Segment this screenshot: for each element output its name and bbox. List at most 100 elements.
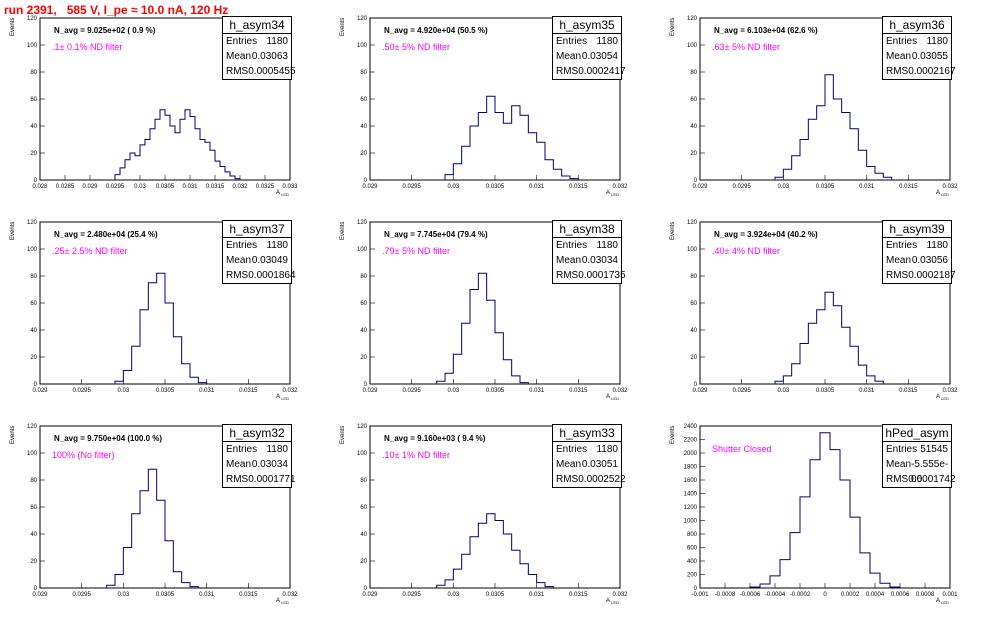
- stats-box: h_asym39 Entries 1180 Mean 0.03056 RMS 0.00021…: [882, 220, 956, 284]
- y-tick-label: 40: [690, 124, 697, 130]
- histogram-panel: -0.001 -0.0008 -0.0006 -0.0004 -0.0002 0 0.000…: [660, 424, 978, 626]
- histogram-series: [749, 432, 901, 588]
- stats-value: 1180: [596, 444, 618, 455]
- y-tick-label: 80: [690, 274, 697, 280]
- stats-row-entries: Entries 1180: [223, 34, 291, 49]
- x-tick-label: 0.0295: [402, 592, 421, 598]
- n-avg-label: N_avg = 3.924e+04 (40.2 %): [714, 230, 818, 239]
- x-tick-label: 0.03: [134, 184, 146, 190]
- y-tick-label: 60: [360, 301, 367, 307]
- x-tick-label: 0.031: [859, 388, 875, 394]
- x-tick-label: 0.031: [199, 388, 215, 394]
- x-tick-label: 0.032: [942, 388, 958, 394]
- x-tick-label: 0.03: [777, 184, 789, 190]
- x-tick-label: 0.0305: [816, 184, 835, 190]
- stats-row-entries: Entries 1180: [883, 34, 951, 49]
- filter-label: .50± 5% ND filter: [382, 42, 450, 52]
- y-axis-label: Events: [10, 221, 16, 240]
- stats-row-mean: Mean 0.03051: [553, 457, 621, 472]
- y-tick-label: 120: [357, 220, 368, 226]
- y-tick-label: 200: [687, 573, 698, 579]
- stats-row-mean: Mean 0.03034: [553, 253, 621, 268]
- y-tick-label: 0: [364, 382, 368, 388]
- stats-key: RMS: [226, 474, 249, 485]
- stats-box: h_asym32 Entries 1180 Mean 0.03034 RMS 0.00017…: [222, 424, 296, 488]
- y-tick-label: 80: [690, 70, 697, 76]
- x-tick-label: 0.029: [82, 184, 98, 190]
- x-tick-label: 0.03: [117, 592, 129, 598]
- stats-value: 0.03051: [581, 459, 618, 470]
- y-axis-label: Events: [670, 425, 676, 444]
- stats-row-entries: Entries 1180: [883, 238, 951, 253]
- histogram-series: [114, 272, 208, 384]
- stats-row-rms: RMS 0.0002522: [553, 472, 626, 487]
- stats-row-rms: RMS 0.0001864: [223, 268, 296, 283]
- stats-box: h_asym36 Entries 1180 Mean 0.03055 RMS 0.00021…: [882, 16, 956, 80]
- stats-value: 0.03034: [251, 459, 288, 470]
- x-tick-label: 0.0315: [899, 184, 918, 190]
- stats-key: Mean: [556, 459, 582, 470]
- histogram-panel: 0.029 0.0295 0.03 0.0305 0.031 0.0315 0.032 0 20…: [330, 16, 648, 218]
- y-tick-label: 100: [27, 43, 38, 49]
- x-tick-label: 0.0002: [841, 592, 860, 598]
- y-tick-label: 1400: [684, 492, 698, 498]
- y-tick-label: 120: [27, 16, 38, 22]
- stats-key: Entries: [886, 240, 918, 251]
- stats-key: Entries: [226, 240, 258, 251]
- stats-key: Mean: [226, 255, 252, 266]
- stats-value: 51545: [920, 444, 948, 455]
- stats-value: 1180: [266, 36, 288, 47]
- filter-label: .40± 4% ND filter: [712, 246, 780, 256]
- y-tick-label: 0: [34, 382, 38, 388]
- x-tick-label: 0.0315: [569, 388, 588, 394]
- filter-label: .79± 5% ND filter: [382, 246, 450, 256]
- histogram-panel: 0.029 0.0295 0.03 0.0305 0.031 0.0315 0.032 0 20…: [330, 424, 648, 626]
- x-tick-label: 0.0295: [402, 184, 421, 190]
- stats-box: h_asym37 Entries 1180 Mean 0.03049 RMS 0.00018…: [222, 220, 296, 284]
- stats-row-entries: Entries 1180: [223, 442, 291, 457]
- histogram-plot: 0.029 0.0295 0.03 0.0305 0.031 0.0315 0.032 0 20…: [357, 220, 628, 394]
- stats-value: 1180: [266, 240, 288, 251]
- x-tick-label: 0.028: [32, 184, 48, 190]
- stats-row-mean: Mean -5.555e-06: [883, 457, 951, 485]
- x-tick-label: -0.0008: [715, 592, 736, 598]
- stats-key: Mean: [886, 459, 912, 470]
- histogram-plot: 0.029 0.0295 0.03 0.0305 0.031 0.0315 0.032 0 20…: [357, 424, 628, 598]
- filter-label: 100% (No filter): [52, 450, 115, 460]
- y-tick-label: 60: [690, 301, 697, 307]
- x-tick-label: 0.0006: [891, 592, 910, 598]
- x-tick-label: 0.0004: [866, 592, 885, 598]
- histogram-panel: 0.029 0.0295 0.03 0.0305 0.031 0.0315 0.032 0 20…: [0, 220, 318, 422]
- y-tick-label: 0: [364, 586, 368, 592]
- stats-row-entries: Entries 1180: [223, 238, 291, 253]
- y-tick-label: 0: [694, 382, 698, 388]
- y-tick-label: 0: [34, 586, 38, 592]
- x-tick-label: 0.032: [282, 592, 298, 598]
- stats-row-mean: Mean 0.03055: [883, 49, 951, 64]
- x-tick-label: 0.0315: [569, 184, 588, 190]
- histogram-name: h_asym37: [223, 221, 291, 238]
- stats-value: 0.0001735: [578, 270, 626, 281]
- y-tick-label: 40: [360, 532, 367, 538]
- x-tick-label: 0.03: [447, 592, 459, 598]
- y-tick-label: 60: [360, 97, 367, 103]
- y-tick-label: 0: [34, 178, 38, 184]
- x-tick-label: 0.0295: [732, 388, 751, 394]
- histogram-panel: 0.029 0.0295 0.03 0.0305 0.031 0.0315 0.032 0 20…: [660, 16, 978, 218]
- stats-key: Mean: [556, 255, 582, 266]
- stats-value: 0.0001742: [908, 474, 956, 485]
- stats-key: RMS: [226, 66, 249, 77]
- y-tick-label: 80: [30, 70, 37, 76]
- y-tick-label: 100: [27, 247, 38, 253]
- x-tick-label: 0.0305: [156, 592, 175, 598]
- stats-row-rms: RMS 0.0001735: [553, 268, 626, 283]
- n-avg-label: N_avg = 2.480e+04 (25.4 %): [54, 230, 158, 239]
- histogram-plot: 0.029 0.0295 0.03 0.0305 0.031 0.0315 0.032 0 20…: [27, 220, 298, 394]
- histogram-name: hPed_asym: [883, 425, 951, 442]
- stats-key: RMS: [556, 474, 579, 485]
- stats-row-mean: Mean 0.03063: [223, 49, 291, 64]
- x-tick-label: 0.0305: [156, 184, 175, 190]
- n-avg-label: N_avg = 9.160e+03 ( 9.4 %): [384, 434, 486, 443]
- x-tick-label: 0.029: [32, 388, 48, 394]
